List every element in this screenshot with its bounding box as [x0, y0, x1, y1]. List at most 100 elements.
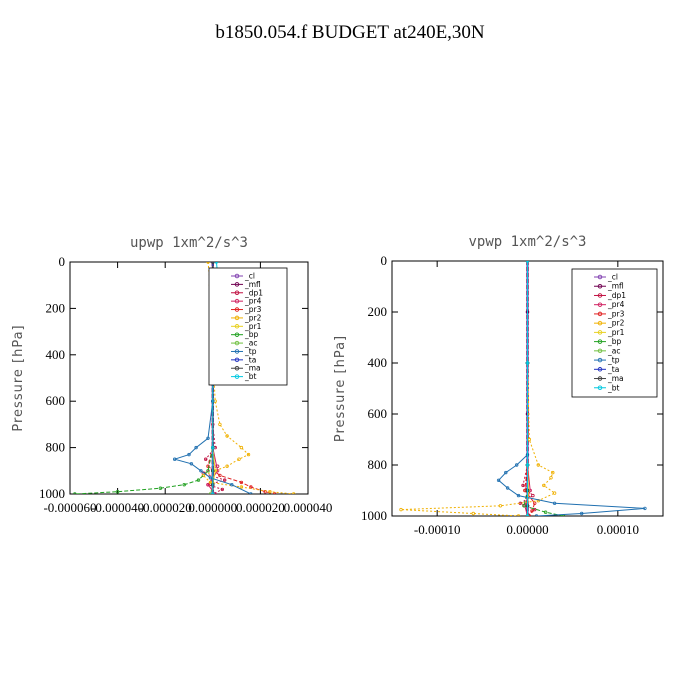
chart-panel-2: vpwp 1xm^2/s^3 Pressure [hPa] 0 200 400 600 80…	[333, 234, 664, 537]
series-point-pr3	[530, 509, 534, 513]
series-point-pr2	[399, 507, 403, 512]
series-line-pr3	[524, 261, 536, 516]
series-point-pr3	[263, 490, 267, 494]
series-point-pr2	[239, 445, 244, 450]
legend-label: _pr1	[607, 328, 625, 337]
y-axis-label: Pressure [hPa]	[11, 324, 26, 431]
legend-label: _bt	[607, 383, 620, 392]
y-tick-label: 200	[368, 304, 388, 319]
series-point-pr3	[533, 501, 537, 505]
legend-label: _ac	[607, 346, 620, 355]
legend-label: _ma	[607, 374, 624, 383]
series-point-tp	[643, 506, 647, 511]
y-tick-label: 1000	[39, 486, 65, 501]
series-point-bp	[115, 490, 120, 494]
x-tick-label: 0.000000	[188, 500, 237, 515]
series-point-dp1	[203, 457, 208, 461]
series-point-pr2	[246, 452, 251, 457]
legend-marker	[234, 374, 240, 379]
series-point-pr3	[239, 480, 244, 485]
legend-label: _cl	[607, 273, 618, 282]
series-point-dp1	[531, 493, 535, 498]
series-point-tp	[505, 486, 510, 490]
plot-frame	[69, 261, 309, 495]
series-point-pr2	[237, 457, 241, 461]
series-line-pr2	[400, 261, 556, 516]
series-point-tp	[534, 514, 539, 516]
x-tick-label: 0.000020	[236, 500, 285, 515]
page-title: b1850.054.f BUDGET at240E,30N	[215, 22, 485, 43]
series-point-tp	[230, 483, 234, 487]
legend-marker	[597, 274, 603, 280]
series-point-pr2	[239, 485, 244, 489]
series-point-pr2	[536, 463, 540, 467]
legend-label: _tp	[607, 356, 620, 365]
legend-marker	[597, 348, 603, 354]
legend-label: _ta	[244, 355, 256, 364]
series-point-pr4	[213, 492, 217, 494]
series-point-bp	[522, 504, 526, 508]
series-point-pr2	[218, 422, 222, 427]
series-point-tp	[516, 493, 521, 498]
x-tick-label: 0.00000	[506, 522, 548, 537]
legend-marker	[234, 315, 240, 321]
legend-marker	[597, 283, 603, 289]
series-point-bt	[214, 262, 219, 264]
legend-label: _ma	[244, 364, 261, 373]
y-tick-label: 400	[46, 347, 66, 362]
legend-marker	[597, 357, 603, 363]
legend-label: _pr3	[607, 309, 625, 318]
legend-label: _pr2	[607, 319, 625, 328]
panel-title: vpwp 1xm^2/s^3	[468, 234, 586, 250]
legend-label: _dp1	[244, 288, 263, 297]
series-point-pr3	[527, 514, 531, 516]
chart-panel-1: upwp 1xm^2/s^3 Pressure [hPa] 0 200 400 600 80…	[11, 235, 332, 515]
y-axis-label: Pressure [hPa]	[333, 335, 348, 442]
legend-marker	[597, 330, 603, 335]
legend-marker	[234, 332, 240, 337]
series-point-pr3	[273, 492, 277, 494]
y-tick-label: 400	[368, 355, 388, 370]
legend-marker	[597, 376, 603, 381]
x-tick-label: 0.00010	[597, 522, 639, 537]
legend-label: _bp	[607, 337, 622, 346]
legend-marker	[234, 290, 240, 296]
series-point-tp	[208, 476, 213, 480]
series-point-tp	[187, 452, 191, 457]
series-point-tp	[504, 470, 508, 475]
legend-label: _cl	[244, 272, 255, 281]
series-point-bt	[525, 361, 530, 365]
legend-marker	[597, 320, 603, 326]
series-line-bp	[523, 261, 564, 516]
legend-marker	[234, 340, 240, 346]
series-point-pr2	[542, 483, 546, 488]
series-point-tp	[515, 463, 519, 467]
series-point-bt	[525, 463, 530, 467]
legend-marker	[234, 324, 240, 329]
legend-label: _bp	[244, 330, 259, 339]
y-tick-label: 200	[46, 300, 66, 315]
series-point-pr2	[225, 434, 229, 438]
series-point-tp	[206, 436, 210, 440]
series-point-bt	[211, 445, 215, 450]
legend-label: _ta	[607, 365, 619, 374]
legend-label: _tp	[244, 347, 257, 356]
series-point-dp1	[521, 483, 525, 488]
series-point-dp1	[533, 507, 537, 512]
series-point-pr2	[206, 262, 210, 264]
series-point-pr2	[551, 470, 555, 475]
series-group	[399, 261, 647, 516]
series-point-bp	[196, 478, 201, 482]
series-point-bp	[158, 486, 163, 490]
legend-marker	[597, 311, 603, 317]
series-point-pr2	[527, 437, 531, 442]
legend: _cl_mfl_dp1_pr4_pr3_pr2_pr1_bp_ac_tp_ta_…	[208, 267, 288, 386]
series-point-pr4	[206, 483, 210, 487]
y-tick-label: 800	[368, 457, 388, 472]
panel-title: upwp 1xm^2/s^3	[130, 235, 248, 251]
series-point-pr2	[471, 511, 475, 516]
series-point-bt	[211, 492, 215, 494]
y-tick-label: 600	[46, 393, 66, 408]
series-point-bt	[525, 514, 530, 516]
series-line-bp	[74, 262, 214, 494]
